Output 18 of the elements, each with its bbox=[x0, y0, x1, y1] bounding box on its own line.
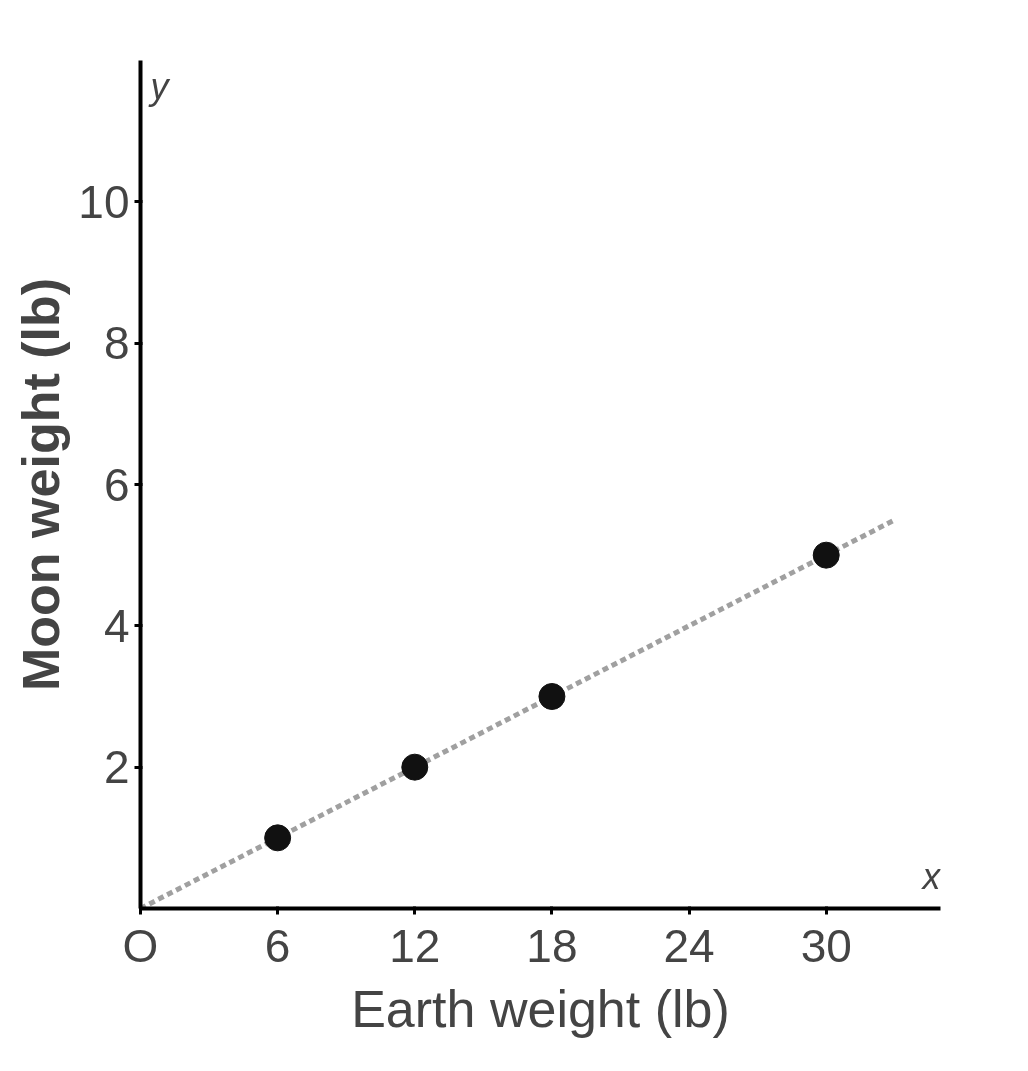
point bbox=[538, 683, 566, 710]
x-tick-label: 24 bbox=[663, 919, 715, 972]
point bbox=[264, 824, 292, 852]
y-tick-label: 10 bbox=[78, 175, 130, 228]
x-tick-label: 18 bbox=[526, 919, 578, 972]
x-tick-label: 30 bbox=[800, 919, 852, 972]
x-axis-title: Earth weight (lb) bbox=[351, 979, 730, 1038]
x-tick-label: O bbox=[122, 919, 159, 972]
y-axis-title: Moon weight (lb) bbox=[12, 277, 71, 691]
x-tick-label: 6 bbox=[264, 919, 291, 972]
y-tick-label: 6 bbox=[103, 458, 130, 511]
point bbox=[812, 541, 840, 569]
y-tick-label: 2 bbox=[103, 741, 130, 794]
y-tick-label: 4 bbox=[103, 599, 130, 652]
annotation: y bbox=[147, 65, 171, 107]
x-tick-label: 12 bbox=[389, 919, 441, 972]
y-tick-label: 8 bbox=[103, 317, 130, 370]
point bbox=[401, 753, 429, 781]
